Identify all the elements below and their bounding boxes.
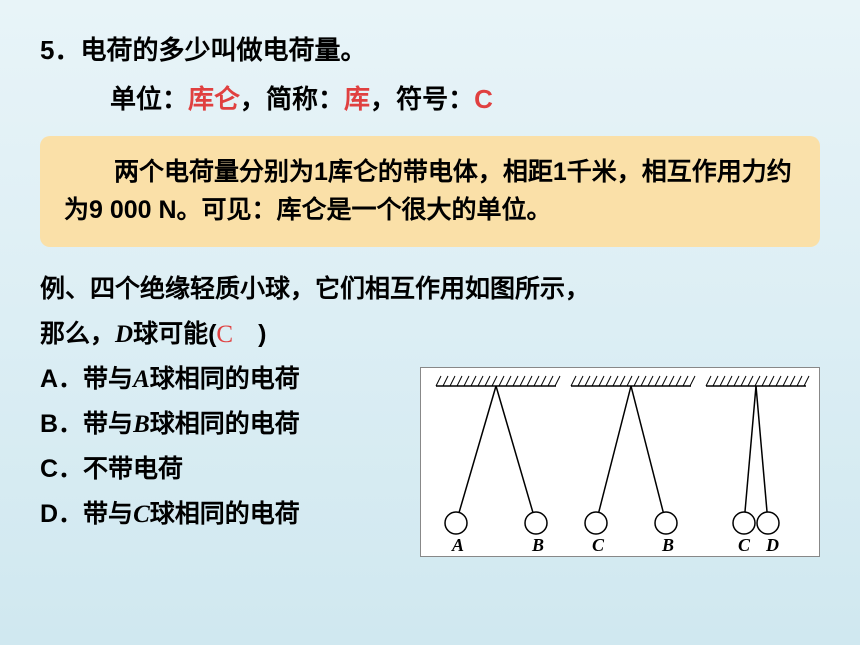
example-suffix: )	[233, 320, 266, 348]
heading-number: 5．	[40, 35, 80, 65]
option-c: C．不带电荷	[40, 447, 420, 492]
option-b-suffix: 球相同的电荷	[150, 410, 300, 438]
option-c-label: C．不带电荷	[40, 455, 183, 483]
unit-kulun: 库仑	[188, 84, 240, 114]
info-box-text: 两个电荷量分别为1库仑的带电体，相距1千米，相互作用力约为9 000 N。可见：…	[64, 158, 792, 224]
options-list: A．带与A球相同的电荷 B．带与B球相同的电荷 C．不带电荷 D．带与C球相同的…	[40, 357, 420, 537]
svg-text:B: B	[661, 535, 674, 555]
info-box: 两个电荷量分别为1库仑的带电体，相距1千米，相互作用力约为9 000 N。可见：…	[40, 136, 820, 247]
slide-content: 5．电荷的多少叫做电荷量。 单位：库仑，简称：库，符号：C 两个电荷量分别为1库…	[0, 0, 860, 592]
heading-line: 5．电荷的多少叫做电荷量。	[40, 30, 820, 67]
pendulum-diagram: ABCBCD	[420, 357, 820, 572]
svg-text:A: A	[451, 535, 464, 555]
unit-symbol: C	[474, 84, 493, 114]
example-var-d: D	[115, 321, 133, 348]
option-d-label: D．带与	[40, 500, 133, 528]
option-b-var: B	[133, 411, 150, 438]
option-a-label: A．带与	[40, 365, 133, 393]
unit-line: 单位：库仑，简称：库，符号：C	[110, 79, 820, 116]
option-d-var: C	[133, 501, 150, 528]
option-d-suffix: 球相同的电荷	[150, 500, 300, 528]
unit-suffix-label: ，符号：	[370, 84, 474, 114]
example-block: 例、四个绝缘轻质小球，它们相互作用如图所示， 那么，D球可能(C ) A．带与A…	[40, 267, 820, 572]
option-d: D．带与C球相同的电荷	[40, 492, 420, 537]
option-b: B．带与B球相同的电荷	[40, 402, 420, 447]
option-a: A．带与A球相同的电荷	[40, 357, 420, 402]
svg-text:C: C	[738, 535, 751, 555]
unit-mid: ，简称：	[240, 84, 344, 114]
example-answer: C	[216, 321, 233, 348]
pendulum-svg: ABCBCD	[420, 367, 820, 557]
option-a-suffix: 球相同的电荷	[150, 365, 300, 393]
option-b-label: B．带与	[40, 410, 133, 438]
option-a-var: A	[133, 366, 150, 393]
svg-text:C: C	[592, 535, 605, 555]
example-mid: 球可能(	[133, 320, 216, 348]
svg-text:B: B	[531, 535, 544, 555]
unit-prefix: 单位：	[110, 84, 188, 114]
example-line1: 例、四个绝缘轻质小球，它们相互作用如图所示，	[40, 267, 820, 312]
bottom-section: A．带与A球相同的电荷 B．带与B球相同的电荷 C．不带电荷 D．带与C球相同的…	[40, 357, 820, 572]
svg-text:D: D	[765, 535, 779, 555]
example-line2: 那么，D球可能(C )	[40, 312, 820, 357]
unit-ku: 库	[344, 84, 370, 114]
heading-text: 电荷的多少叫做电荷量。	[80, 35, 366, 65]
example-prefix: 那么，	[40, 320, 115, 348]
